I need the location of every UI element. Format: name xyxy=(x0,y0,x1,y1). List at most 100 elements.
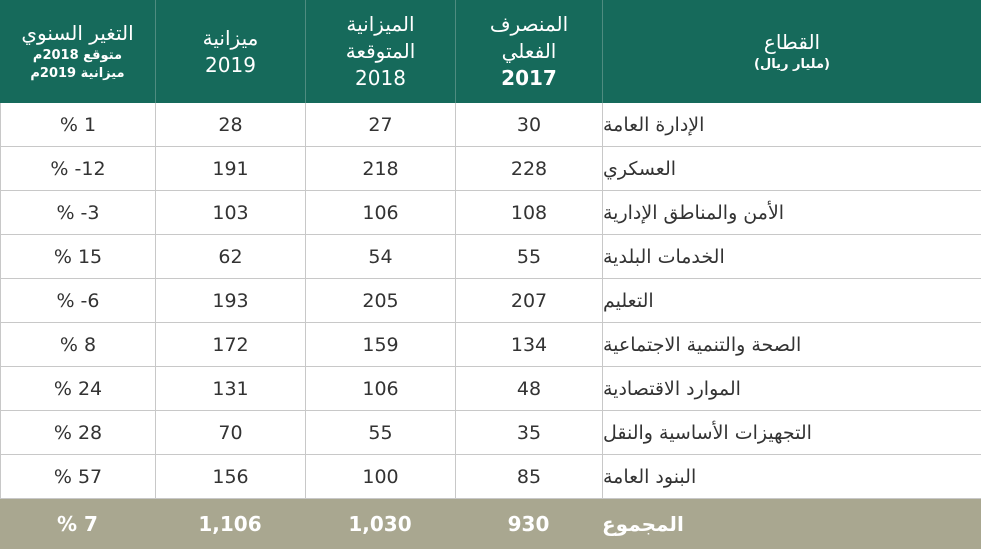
cell-text: 30 xyxy=(516,113,542,136)
table-cell: 172 xyxy=(155,323,305,367)
table-cell: الموارد الاقتصادية xyxy=(602,367,981,411)
cell-text: 218 xyxy=(362,157,399,180)
table-cell: التعليم xyxy=(602,279,981,323)
total-cell: المجموع xyxy=(602,499,981,549)
cell-text: 172 xyxy=(212,333,249,356)
table-cell: 106 xyxy=(305,191,455,235)
total-cell: 1,106 xyxy=(155,499,305,549)
table-cell: % -6 xyxy=(0,279,155,323)
table-cell: % 8 xyxy=(0,323,155,367)
cell-text: 54 xyxy=(368,245,393,268)
cell-text: الخدمات البلدية xyxy=(603,245,725,268)
table-cell: 131 xyxy=(155,367,305,411)
header-cell: القطاع (مليار ريال) xyxy=(602,0,981,103)
table-cell: 228 xyxy=(455,147,602,191)
table-cell: 62 xyxy=(155,235,305,279)
total-text: المجموع xyxy=(602,512,684,536)
header-cell: ميزانية 2019 xyxy=(155,0,305,103)
header-text: القطاع xyxy=(763,29,821,54)
header-cell: المنصرف الفعلي 2017 xyxy=(455,0,602,103)
table-cell: 28 xyxy=(155,103,305,147)
table-cell: 48 xyxy=(455,367,602,411)
total-text: 1,030 xyxy=(348,512,412,536)
table-cell: 218 xyxy=(305,147,455,191)
table-cell: العسكري xyxy=(602,147,981,191)
table-cell: 30 xyxy=(455,103,602,147)
total-text: 1,106 xyxy=(198,512,262,536)
table-cell: % 15 xyxy=(0,235,155,279)
total-cell: 1,030 xyxy=(305,499,455,549)
table-cell: 55 xyxy=(305,411,455,455)
header-text: (مليار ريال) xyxy=(754,56,830,72)
header-text: متوقع 2018م xyxy=(32,47,123,63)
cell-text: 27 xyxy=(368,113,393,136)
table-cell: 27 xyxy=(305,103,455,147)
cell-text: % -3 xyxy=(56,201,100,224)
cell-text: البنود العامة xyxy=(603,465,697,488)
table-cell: 55 xyxy=(455,235,602,279)
header-text: المتوقعة xyxy=(345,39,416,63)
cell-text: % 24 xyxy=(53,377,103,400)
header-text: التغير السنوي xyxy=(21,20,134,45)
table-cell: 103 xyxy=(155,191,305,235)
cell-text: 106 xyxy=(362,377,399,400)
header-cell: الميزانية المتوقعة 2018 xyxy=(305,0,455,103)
table-cell: 100 xyxy=(305,455,455,499)
cell-text: % 28 xyxy=(53,421,103,444)
table-cell: 193 xyxy=(155,279,305,323)
cell-text: % 57 xyxy=(53,465,103,488)
header-text: ميزانية 2019م xyxy=(30,66,125,81)
total-text: 930 xyxy=(507,512,550,536)
header-text: ميزانية xyxy=(202,25,259,50)
header-text: 2018 xyxy=(355,66,406,90)
cell-text: التجهيزات الأساسية والنقل xyxy=(603,421,812,444)
cell-text: 134 xyxy=(510,333,548,356)
table-cell: 191 xyxy=(155,147,305,191)
table-cell: 207 xyxy=(455,279,602,323)
header-text: 2019 xyxy=(205,52,256,77)
cell-text: 106 xyxy=(362,201,399,224)
table-cell: % 1 xyxy=(0,103,155,147)
header-text: المنصرف xyxy=(489,12,569,36)
table-cell: % -3 xyxy=(0,191,155,235)
cell-text: التعليم xyxy=(603,289,654,312)
cell-text: 156 xyxy=(212,465,249,488)
cell-text: الصحة والتنمية الاجتماعية xyxy=(603,333,802,356)
table-cell: % 28 xyxy=(0,411,155,455)
cell-text: % -6 xyxy=(56,289,100,312)
cell-text: 70 xyxy=(218,421,243,444)
cell-text: 100 xyxy=(362,465,399,488)
table-cell: الصحة والتنمية الاجتماعية xyxy=(602,323,981,367)
cell-text: % 8 xyxy=(59,333,97,356)
cell-text: 48 xyxy=(516,377,542,400)
cell-text: 205 xyxy=(362,289,399,312)
table-cell: % 57 xyxy=(0,455,155,499)
cell-text: الأمن والمناطق الإدارية xyxy=(603,201,785,224)
table-cell: الأمن والمناطق الإدارية xyxy=(602,191,981,235)
table-cell: % 24 xyxy=(0,367,155,411)
table-cell: % -12 xyxy=(0,147,155,191)
table-cell: 108 xyxy=(455,191,602,235)
cell-text: 28 xyxy=(218,113,243,136)
cell-text: % 15 xyxy=(53,245,103,268)
cell-text: 191 xyxy=(212,157,249,180)
cell-text: 193 xyxy=(212,289,249,312)
header-cell: التغير السنوي متوقع 2018م ميزانية 2019م xyxy=(0,0,155,103)
table-cell: الإدارة العامة xyxy=(602,103,981,147)
cell-text: % -12 xyxy=(50,157,106,180)
table-cell: 54 xyxy=(305,235,455,279)
table-cell: التجهيزات الأساسية والنقل xyxy=(602,411,981,455)
cell-text: 62 xyxy=(218,245,243,268)
table-cell: البنود العامة xyxy=(602,455,981,499)
total-cell: 930 xyxy=(455,499,602,549)
cell-text: 131 xyxy=(212,377,249,400)
table-cell: 35 xyxy=(455,411,602,455)
cell-text: 85 xyxy=(516,465,542,488)
cell-text: الموارد الاقتصادية xyxy=(603,377,741,400)
table-cell: 85 xyxy=(455,455,602,499)
cell-text: الإدارة العامة xyxy=(603,113,705,136)
header-text: الميزانية xyxy=(346,12,415,36)
cell-text: العسكري xyxy=(603,157,677,180)
cell-text: 55 xyxy=(368,421,393,444)
table-cell: الخدمات البلدية xyxy=(602,235,981,279)
